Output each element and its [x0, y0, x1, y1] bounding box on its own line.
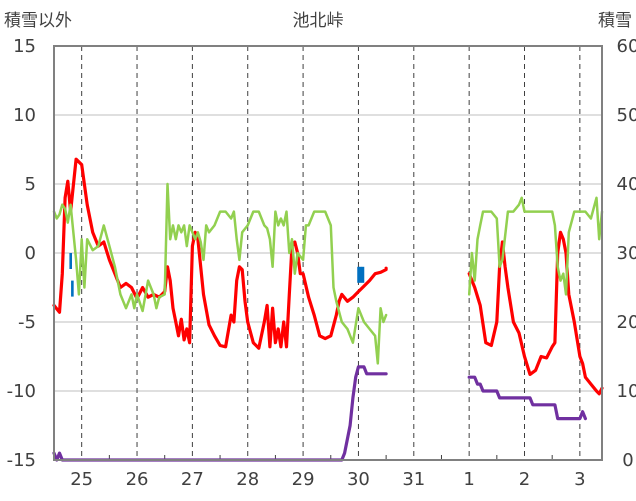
- y-left-tick-label: 5: [25, 174, 36, 195]
- y-left-tick-label: 15: [13, 36, 36, 57]
- y-right-tick-label: 60: [617, 36, 636, 57]
- x-tick-label: 28: [236, 469, 259, 490]
- right-axis-title: 積雪: [598, 11, 632, 31]
- temperature-line: [52, 157, 388, 350]
- y-right-tick-label: 0: [622, 450, 633, 471]
- y-right-tick-label: 40: [617, 174, 636, 195]
- left-axis-title: 積雪以外: [4, 11, 72, 31]
- x-tick-label: 3: [574, 469, 585, 490]
- y-right-tick-label: 30: [617, 243, 636, 264]
- temperature-line: [467, 230, 604, 396]
- y-left-tick-label: -5: [18, 312, 36, 333]
- x-tick-label: 2: [519, 469, 530, 490]
- y-left-tick-label: 10: [13, 105, 36, 126]
- precip-bar: [359, 266, 363, 283]
- precip-bar: [361, 266, 365, 283]
- snow_depth-line: [467, 375, 588, 421]
- x-tick-label: 29: [292, 469, 315, 490]
- x-tick-label: 27: [181, 469, 204, 490]
- x-tick-label: 30: [347, 469, 370, 490]
- x-tick-label: 31: [402, 469, 425, 490]
- y-left-tick-label: 0: [25, 243, 36, 264]
- precip-bar: [69, 253, 73, 269]
- precip-bar: [357, 266, 360, 283]
- y-left-tick-label: -10: [7, 381, 36, 402]
- y-right-tick-label: 50: [617, 105, 636, 126]
- chart-title: 池北峠: [292, 11, 344, 31]
- precip-bar: [71, 280, 74, 297]
- x-tick-label: 1: [463, 469, 474, 490]
- wind-line: [467, 196, 604, 296]
- x-tick-label: 25: [70, 469, 93, 490]
- wind-line: [52, 182, 388, 365]
- x-tick-label: 26: [126, 469, 149, 490]
- y-right-tick-label: 20: [617, 312, 636, 333]
- snow_depth-line: [52, 365, 388, 462]
- y-right-tick-label: 10: [617, 381, 636, 402]
- y-left-tick-label: -15: [7, 450, 36, 471]
- plot-frame: [53, 45, 603, 461]
